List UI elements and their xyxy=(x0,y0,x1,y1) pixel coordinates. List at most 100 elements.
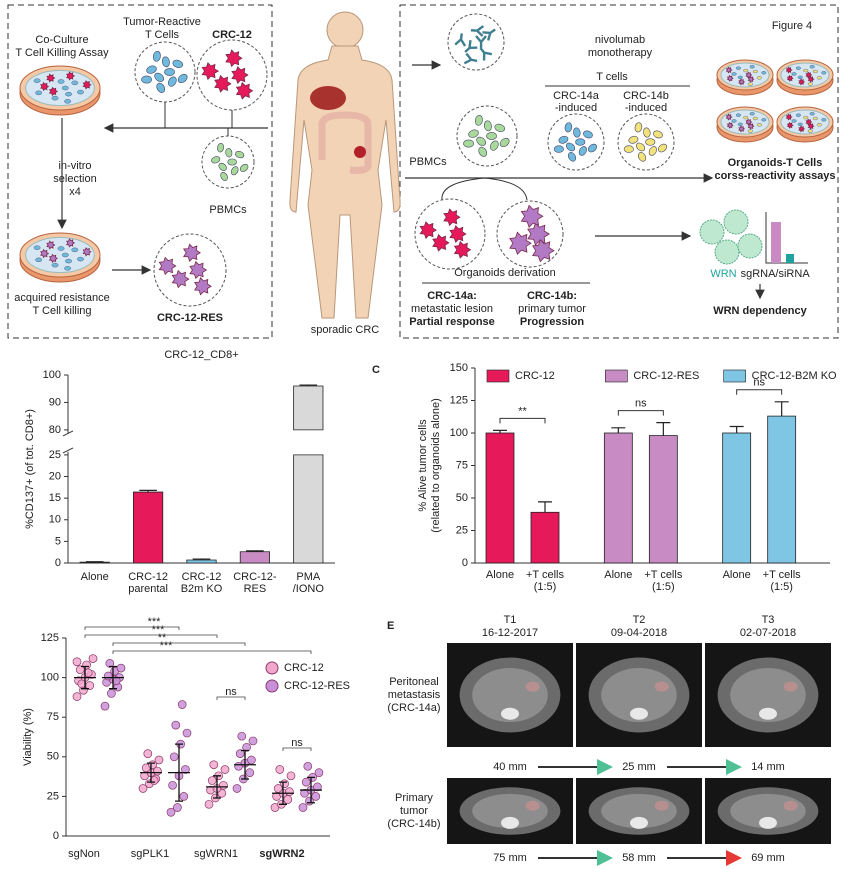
data-point xyxy=(171,720,181,730)
cell xyxy=(486,132,497,140)
liver xyxy=(310,86,346,110)
cell xyxy=(499,137,510,148)
ct-spine xyxy=(759,816,777,829)
cell xyxy=(558,135,569,144)
cell xyxy=(65,91,72,97)
measurement: 58 mm xyxy=(622,852,656,864)
cell xyxy=(752,116,758,121)
tumor-cell xyxy=(725,66,733,74)
label: CRC-14b xyxy=(623,90,669,102)
bar xyxy=(648,435,678,564)
data-point xyxy=(303,761,313,771)
cell xyxy=(648,146,657,156)
ct-inner xyxy=(601,667,677,723)
y-tick-label: 20 xyxy=(49,470,61,482)
cell xyxy=(35,90,43,96)
label: Co-Culture xyxy=(35,34,88,46)
cell xyxy=(177,73,188,84)
cell xyxy=(35,257,43,263)
cell xyxy=(65,258,72,264)
data-point xyxy=(179,792,189,801)
bar xyxy=(530,511,560,564)
significance-label: ns xyxy=(225,686,237,698)
cell xyxy=(64,99,71,104)
x-tick-label: PMA xyxy=(296,571,321,583)
cell xyxy=(803,115,809,120)
x-tick-label: Alone xyxy=(81,571,109,583)
data-point xyxy=(232,784,242,793)
label: WRN dependency xyxy=(713,305,807,317)
cell xyxy=(812,116,818,121)
label: PBMCs xyxy=(409,156,447,168)
cell xyxy=(61,252,69,258)
tumor-cell xyxy=(82,247,92,257)
cell xyxy=(735,66,741,70)
ct-spine xyxy=(501,816,519,829)
error-bar xyxy=(493,429,507,433)
significance-bracket xyxy=(112,650,312,654)
cell xyxy=(51,95,59,101)
organoid xyxy=(723,209,749,235)
cell xyxy=(77,256,84,262)
cell xyxy=(575,138,586,146)
bar xyxy=(722,432,752,564)
cell xyxy=(807,129,813,133)
y-tick-label: 75 xyxy=(47,711,59,723)
y-axis-label: (related to organoids alone) xyxy=(430,398,442,533)
data-point xyxy=(181,765,190,774)
cell xyxy=(64,266,71,271)
x-tick-label: Alone xyxy=(486,569,514,581)
cell xyxy=(172,59,184,68)
tumor-cell xyxy=(82,80,92,90)
data-point xyxy=(207,776,217,785)
cell xyxy=(33,245,41,250)
significance-bracket xyxy=(216,696,246,700)
label: CRC-14a: xyxy=(427,290,477,302)
ct-lesion xyxy=(654,681,669,692)
label: CRC-14b: xyxy=(527,290,577,302)
tumor-cell xyxy=(725,113,733,121)
y-tick-label: 0 xyxy=(53,830,59,842)
timepoint: 16-12-2017 xyxy=(482,627,538,639)
mean-sd xyxy=(168,743,190,802)
cell xyxy=(573,127,581,138)
x-tick-label: parental xyxy=(128,583,168,595)
cell xyxy=(227,158,237,166)
data-point xyxy=(75,665,85,675)
ct-spine xyxy=(630,707,648,720)
cell xyxy=(468,129,479,138)
tumor-cell xyxy=(786,74,794,82)
data-point xyxy=(100,701,110,711)
data-point xyxy=(173,803,182,812)
significance-bracket xyxy=(617,410,664,416)
cell xyxy=(737,75,743,79)
cell xyxy=(71,247,79,253)
bar xyxy=(603,432,633,564)
x-tick-label: CRC-12- xyxy=(233,571,277,583)
cell xyxy=(483,120,492,132)
tumor-cell xyxy=(46,240,56,250)
data-point xyxy=(169,752,179,762)
data-point xyxy=(111,676,121,686)
y-tick-label: 125 xyxy=(450,394,468,406)
cell xyxy=(51,262,59,268)
bar xyxy=(133,491,164,564)
tumor-cell xyxy=(807,122,815,130)
legend-marker xyxy=(265,661,279,675)
data-point xyxy=(285,787,294,796)
label: metastatic lesion xyxy=(411,303,493,315)
row-label: metastasis xyxy=(388,689,441,701)
error-bar xyxy=(139,489,157,493)
ct-spine xyxy=(501,707,519,720)
cell xyxy=(821,118,827,122)
legend-label: CRC-12-B2M KO xyxy=(752,370,837,382)
label: sporadic CRC xyxy=(311,324,380,336)
cell xyxy=(795,66,801,70)
y-tick-label: 150 xyxy=(450,362,468,374)
label: PBMCs xyxy=(209,204,247,216)
y-tick-label: 15 xyxy=(49,492,61,504)
y-tick-label: 125 xyxy=(41,632,59,644)
significance-label: ns xyxy=(291,737,303,749)
ct-spine xyxy=(759,707,777,720)
cell xyxy=(478,146,488,157)
